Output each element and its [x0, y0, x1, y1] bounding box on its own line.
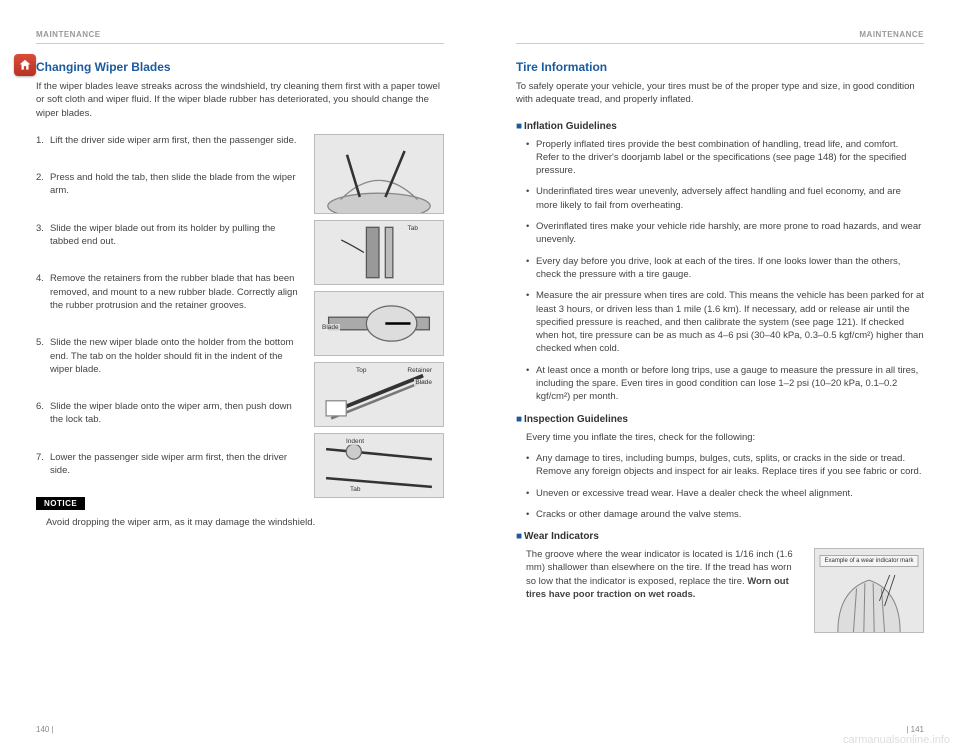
left-page: MAINTENANCE Changing Wiper Blades If the…: [0, 0, 480, 750]
home-icon[interactable]: [14, 54, 36, 76]
step-5: 5.Slide the new wiper blade onto the hol…: [36, 336, 304, 376]
label-blade: Blade: [321, 324, 340, 331]
list-item: Overinflated tires make your vehicle rid…: [526, 220, 924, 247]
step-num: 3.: [36, 222, 44, 249]
illus-indent: Indent Tab: [314, 433, 444, 498]
illus-windshield: [314, 134, 444, 214]
right-page: MAINTENANCE Tire Information To safely o…: [480, 0, 960, 750]
square-bullet-icon: ■: [516, 531, 522, 542]
step-7: 7.Lower the passenger side wiper arm fir…: [36, 451, 304, 478]
list-item: Every day before you drive, look at each…: [526, 255, 924, 282]
wear-row: The groove where the wear indicator is l…: [516, 548, 924, 633]
square-bullet-icon: ■: [516, 121, 522, 132]
header-right: MAINTENANCE: [516, 30, 924, 44]
label-indent: Indent: [345, 438, 365, 445]
step-2: 2.Press and hold the tab, then slide the…: [36, 171, 304, 198]
list-item: Uneven or excessive tread wear. Have a d…: [526, 487, 924, 500]
list-item: Underinflated tires wear unevenly, adver…: [526, 185, 924, 212]
inspection-intro: Every time you inflate the tires, check …: [516, 431, 924, 444]
intro-left: If the wiper blades leave streaks across…: [36, 80, 444, 120]
step-num: 7.: [36, 451, 44, 478]
manual-spread: MAINTENANCE Changing Wiper Blades If the…: [0, 0, 960, 750]
inspection-heading: ■Inspection Guidelines: [516, 414, 924, 425]
illus-blade-slide: Blade: [314, 291, 444, 356]
list-item: Properly inflated tires provide the best…: [526, 138, 924, 178]
list-item: Cracks or other damage around the valve …: [526, 508, 924, 521]
list-item: Any damage to tires, including bumps, bu…: [526, 452, 924, 479]
section-title-right: Tire Information: [516, 60, 924, 74]
step-num: 4.: [36, 272, 44, 312]
list-item: Measure the air pressure when tires are …: [526, 289, 924, 355]
square-bullet-icon: ■: [516, 414, 522, 425]
inflation-list: Properly inflated tires provide the best…: [516, 138, 924, 404]
notice-text: Avoid dropping the wiper arm, as it may …: [46, 516, 444, 529]
section-title-left: Changing Wiper Blades: [36, 60, 444, 74]
steps-area: 1.Lift the driver side wiper arm first, …: [36, 134, 444, 477]
watermark: carmanualsonline.info: [843, 734, 950, 746]
page-num-right: | 141: [906, 725, 924, 734]
step-num: 5.: [36, 336, 44, 376]
step-num: 2.: [36, 171, 44, 198]
illus-tab: Tab: [314, 220, 444, 285]
label-blade2: Blade: [414, 379, 433, 386]
label-tab: Tab: [407, 225, 419, 232]
step-num: 6.: [36, 400, 44, 427]
label-top: Top: [355, 367, 367, 374]
header-left: MAINTENANCE: [36, 30, 444, 44]
list-item: At least once a month or before long tri…: [526, 364, 924, 404]
notice-badge: NOTICE: [36, 497, 85, 510]
illus-retainer: Top Retainer Blade: [314, 362, 444, 427]
illus-wear-indicator: Example of a wear indicator mark: [814, 548, 924, 633]
inflation-heading: ■Inflation Guidelines: [516, 121, 924, 132]
label-tab2: Tab: [349, 486, 361, 493]
step-4: 4.Remove the retainers from the rubber b…: [36, 272, 304, 312]
step-3: 3.Slide the wiper blade out from its hol…: [36, 222, 304, 249]
wear-heading: ■Wear Indicators: [516, 531, 924, 542]
step-num: 1.: [36, 134, 44, 147]
intro-right: To safely operate your vehicle, your tir…: [516, 80, 924, 107]
step-6: 6.Slide the wiper blade onto the wiper a…: [36, 400, 304, 427]
illustration-column: Tab Blade Top: [314, 134, 444, 498]
step-1: 1.Lift the driver side wiper arm first, …: [36, 134, 304, 147]
inspection-list: Any damage to tires, including bumps, bu…: [516, 452, 924, 521]
wear-text: The groove where the wear indicator is l…: [526, 548, 804, 633]
label-retainer: Retainer: [406, 367, 433, 374]
page-num-left: 140 |: [36, 725, 54, 734]
